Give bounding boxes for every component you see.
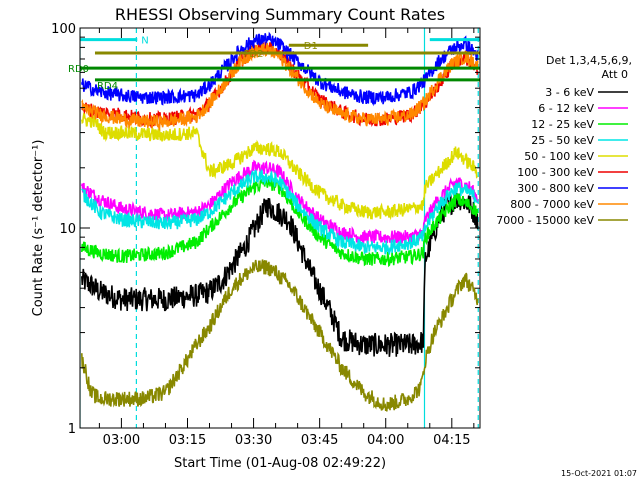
series-line-1 [81, 159, 479, 246]
legend-label: 25 - 50 keV [531, 134, 594, 147]
legend-label: 50 - 100 keV [524, 150, 594, 163]
series-line-3 [81, 168, 479, 256]
footer-timestamp: 15-Oct-2021 01:07 [561, 469, 637, 478]
plot-layer [80, 28, 480, 428]
legend-label: 800 - 7000 keV [510, 198, 594, 211]
series-line-4 [81, 112, 478, 221]
y-tick-label: 1 [68, 422, 76, 437]
series-line-0 [81, 190, 479, 357]
y-tick-label: 100 [51, 22, 76, 37]
flag-label-5: D1 [304, 41, 318, 52]
flag-label-0: N [141, 36, 148, 47]
series-line-6 [81, 31, 479, 107]
legend-header-line-2: Att 0 [602, 68, 628, 81]
x-tick-label: 04:00 [367, 433, 404, 448]
legend-header-line-1: Det 1,3,4,5,6,9, [546, 54, 632, 67]
legend-label: 6 - 12 keV [538, 102, 594, 115]
x-tick-label: 03:00 [103, 433, 140, 448]
legend-label: 7000 - 15000 keV [496, 214, 594, 227]
series-line-2 [81, 173, 479, 268]
x-axis-label: Start Time (01-Aug-08 02:49:22) [174, 456, 386, 471]
flag-label-3: RD4 [97, 81, 118, 92]
x-tick-label: 04:15 [433, 433, 470, 448]
legend-label: 100 - 300 keV [517, 166, 594, 179]
series-line-7 [81, 42, 479, 132]
x-tick-label: 03:45 [301, 433, 338, 448]
flag-label-4: FD2 [244, 49, 264, 60]
legend-label: 300 - 800 keV [517, 182, 594, 195]
legend: 3 - 6 keV 6 - 12 keV 12 - 25 keV 25 - 50 ke… [496, 86, 628, 227]
x-tick-label: 03:30 [235, 433, 272, 448]
y-axis-label: Count Rate (s⁻¹ detector⁻¹) [31, 140, 46, 317]
y-tick-label: 10 [59, 222, 76, 237]
frame-layer: N RD0 RD4 FD2 D1 1 10 100 03:00 03:15 03:30 03:45 04… [51, 22, 481, 448]
flag-label-2: RD0 [68, 64, 89, 75]
legend-label: 3 - 6 keV [545, 86, 594, 99]
series-line-8 [81, 259, 479, 412]
x-tick-label: 03:15 [169, 433, 206, 448]
chart-title: RHESSI Observing Summary Count Rates [115, 5, 445, 24]
legend-label: 12 - 25 keV [531, 118, 594, 131]
